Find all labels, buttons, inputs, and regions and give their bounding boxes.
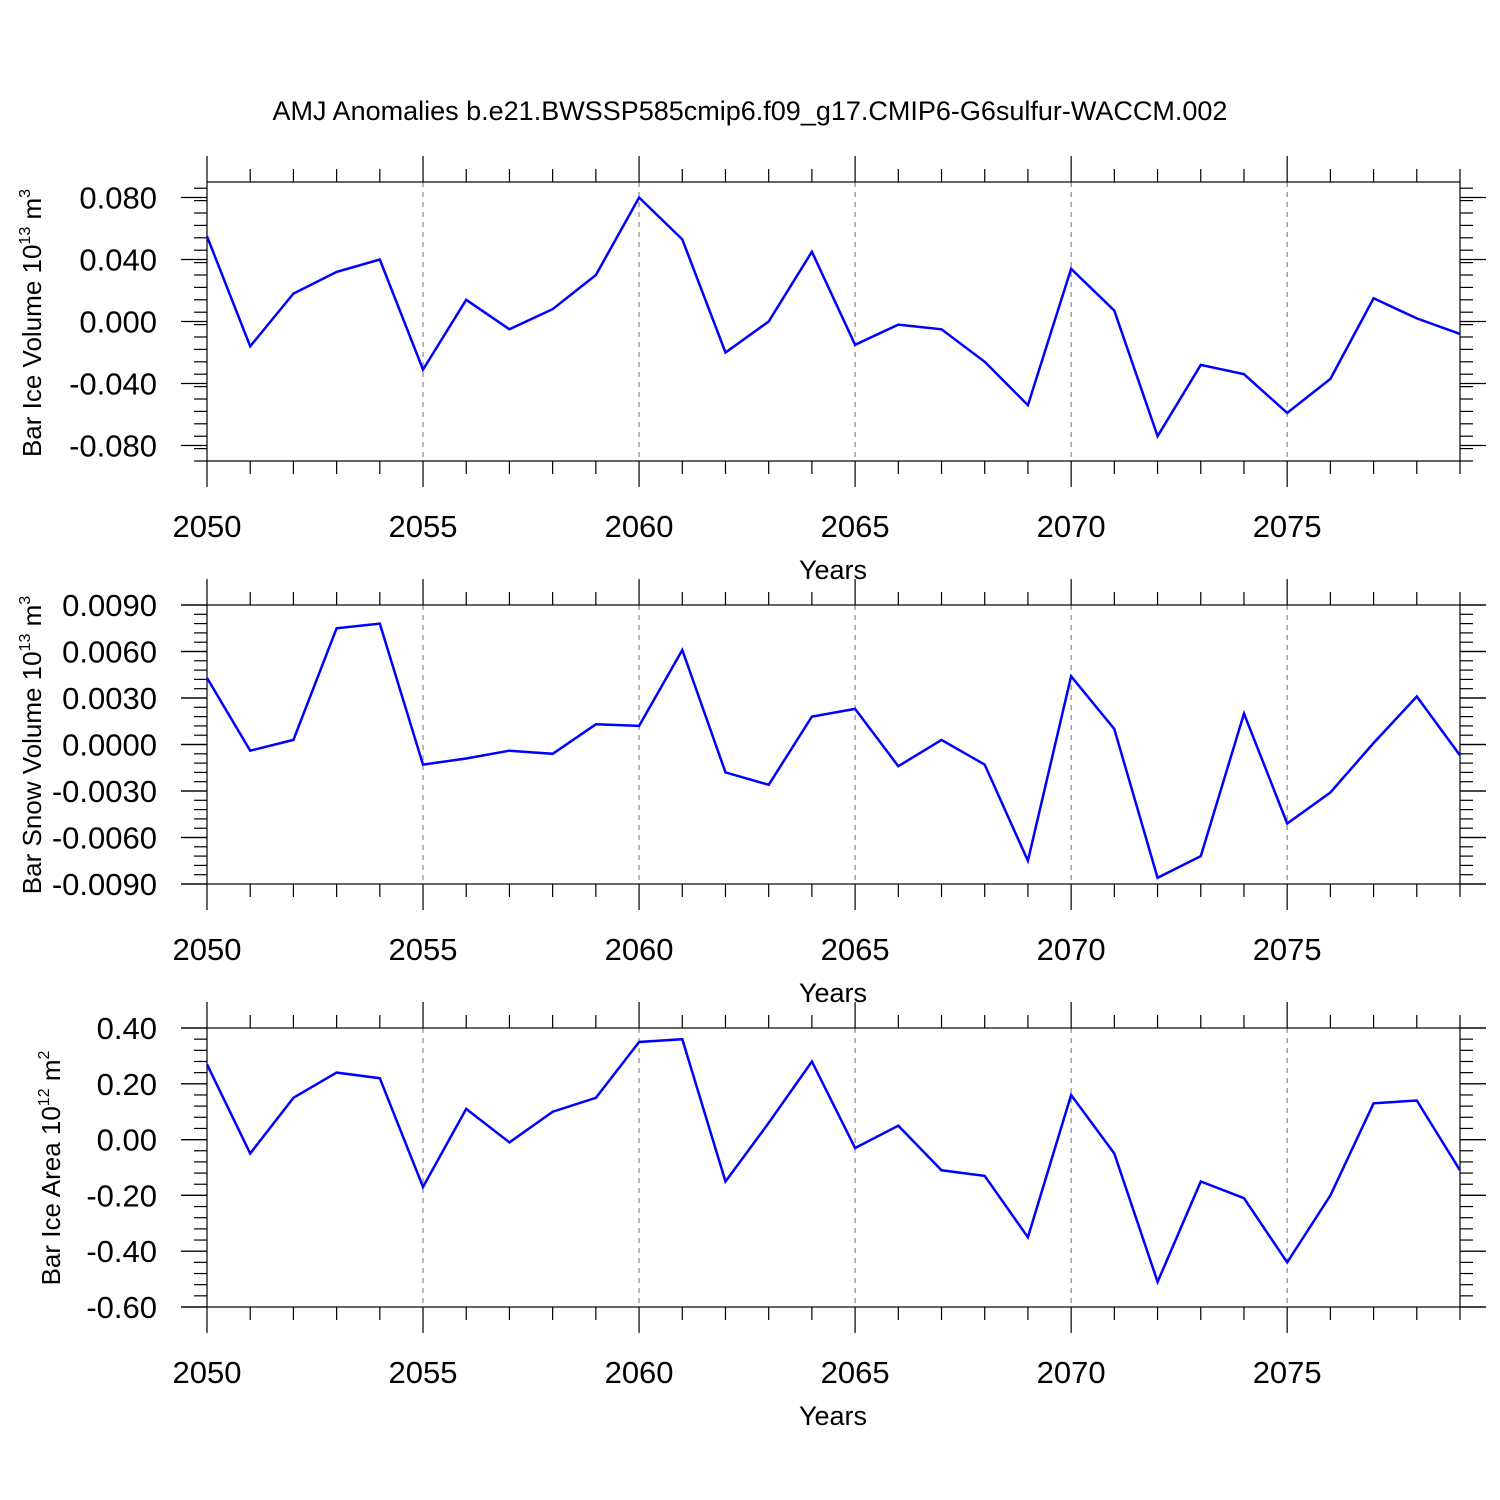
x-tick-label: 2055 xyxy=(389,932,458,967)
y-tick-label: 0.00 xyxy=(97,1123,157,1158)
y-tick-label: 0.0090 xyxy=(62,588,157,623)
y-tick-label: 0.0030 xyxy=(62,681,157,716)
x-tick-label: 2050 xyxy=(173,1355,242,1390)
x-tick-label: 2050 xyxy=(173,932,242,967)
x-tick-label: 2070 xyxy=(1037,509,1106,544)
x-tick-label: 2065 xyxy=(821,1355,890,1390)
y-tick-label: 0.40 xyxy=(97,1011,157,1046)
plot-frame xyxy=(206,181,1461,462)
panel-1: -0.080 -0.040 0.000 0.040 0.080 2050 2055 2060 2… xyxy=(17,156,1486,585)
plot-frame xyxy=(206,1027,1461,1308)
figure-title: AMJ Anomalies b.e21.BWSSP585cmip6.f09_g1… xyxy=(273,96,1228,126)
panel-3: -0.60 -0.40 -0.20 0.00 0.20 0.40 2050 2055 2060 2… xyxy=(36,1002,1486,1431)
y-axis-label: Bar Ice Volume 1013 m3 xyxy=(17,189,47,457)
x-tick-label: 2075 xyxy=(1253,932,1322,967)
x-tick-label: 2070 xyxy=(1037,1355,1106,1390)
x-axis-label: Years xyxy=(799,978,867,1008)
y-tick-label: -0.40 xyxy=(86,1234,157,1269)
x-axis-label: Years xyxy=(799,1401,867,1431)
series-line xyxy=(205,195,1461,440)
x-tick-label: 2060 xyxy=(605,1355,674,1390)
x-tick-label: 2060 xyxy=(605,932,674,967)
x-tick-label: 2055 xyxy=(389,1355,458,1390)
plot-frame xyxy=(206,604,1461,885)
y-tick-label: -0.0030 xyxy=(52,774,157,809)
x-tick-label: 2060 xyxy=(605,509,674,544)
x-tick-label: 2050 xyxy=(173,509,242,544)
y-tick-label: -0.20 xyxy=(86,1178,157,1213)
y-tick-label: 0.000 xyxy=(79,305,157,340)
y-tick-label: -0.0090 xyxy=(52,867,157,902)
panel-2: -0.0090 -0.0060 -0.0030 0.0000 0.0030 0.0060 0… xyxy=(17,579,1486,1008)
x-tick-label: 2075 xyxy=(1253,1355,1322,1390)
y-tick-label: 0.0000 xyxy=(62,728,157,763)
y-axis-label: Bar Snow Volume 1013 m3 xyxy=(17,596,47,895)
y-tick-label: 0.0060 xyxy=(62,635,157,670)
x-tick-label: 2070 xyxy=(1037,932,1106,967)
x-tick-label: 2055 xyxy=(389,509,458,544)
x-tick-label: 2075 xyxy=(1253,509,1322,544)
y-tick-label: -0.0060 xyxy=(52,821,157,856)
y-tick-label: -0.040 xyxy=(69,367,157,402)
y-tick-label: 0.20 xyxy=(97,1067,157,1102)
x-tick-label: 2065 xyxy=(821,509,890,544)
y-tick-label: -0.080 xyxy=(69,429,157,464)
y-tick-label: 0.040 xyxy=(79,243,157,278)
x-tick-label: 2065 xyxy=(821,932,890,967)
series-line xyxy=(205,1037,1462,1286)
y-tick-label: -0.60 xyxy=(86,1290,157,1325)
series-line xyxy=(205,622,1462,880)
x-axis-label: Years xyxy=(799,555,867,585)
y-axis-label: Bar Ice Area 1012 m2 xyxy=(36,1050,66,1285)
y-tick-label: 0.080 xyxy=(79,181,157,216)
